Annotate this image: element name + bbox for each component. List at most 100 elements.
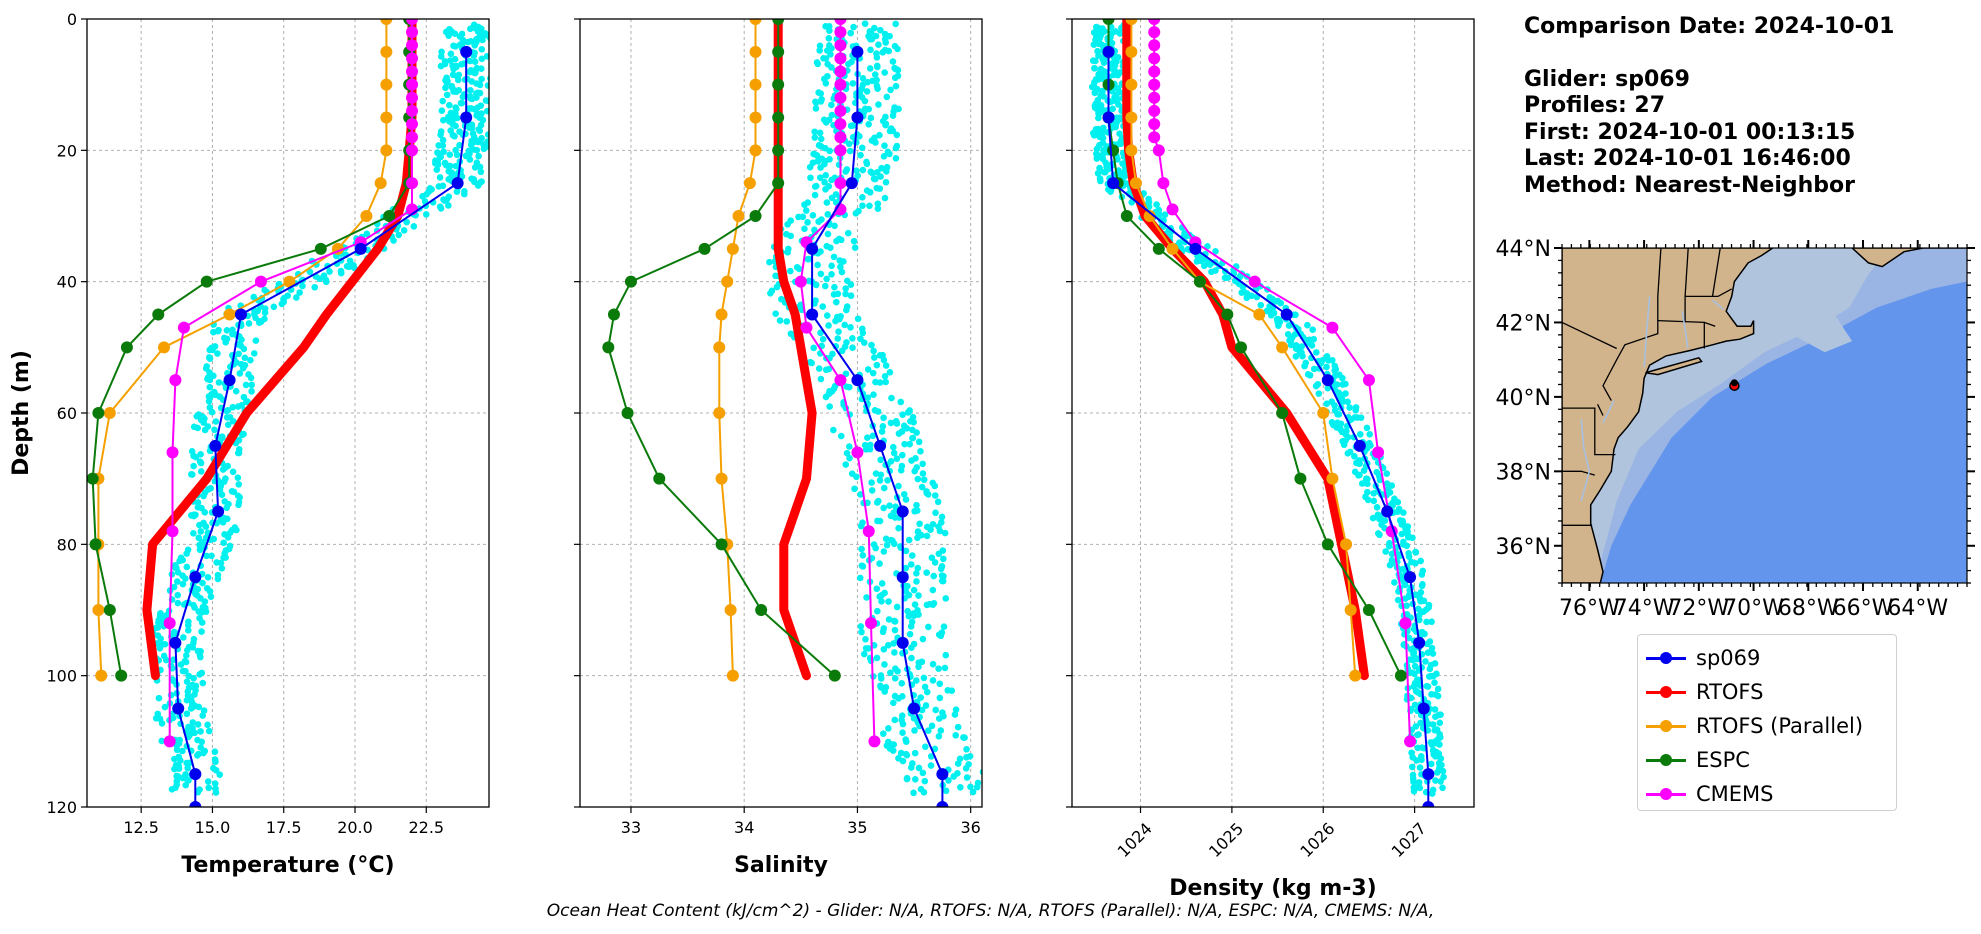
raw-point xyxy=(899,757,907,765)
raw-point xyxy=(945,777,952,784)
raw-point xyxy=(880,356,888,364)
raw-point xyxy=(211,748,219,756)
raw-point xyxy=(822,119,830,126)
raw-point xyxy=(177,661,185,668)
raw-point xyxy=(805,255,813,263)
raw-point xyxy=(906,630,914,638)
legend-item: RTOFS xyxy=(1646,677,1763,707)
raw-point xyxy=(871,24,878,32)
series-point xyxy=(772,177,785,190)
raw-point xyxy=(940,555,947,563)
raw-point xyxy=(179,556,186,564)
raw-point xyxy=(174,578,181,585)
raw-point xyxy=(190,530,197,537)
raw-point xyxy=(937,565,945,573)
raw-point xyxy=(898,679,906,687)
series-rtofs-parallel- xyxy=(713,19,762,682)
raw-point xyxy=(468,95,476,103)
raw-point xyxy=(449,71,457,79)
raw-point xyxy=(193,412,201,420)
raw-point xyxy=(228,487,236,495)
raw-point xyxy=(821,282,829,290)
raw-point xyxy=(881,373,889,380)
raw-point xyxy=(863,160,871,168)
raw-point xyxy=(1354,414,1361,421)
raw-point xyxy=(1090,41,1098,48)
raw-point xyxy=(919,635,927,643)
raw-point xyxy=(1432,713,1439,720)
raw-point xyxy=(799,213,807,221)
series-point xyxy=(772,78,785,91)
raw-point xyxy=(200,749,207,757)
raw-point xyxy=(242,381,250,389)
raw-point xyxy=(212,758,219,766)
raw-point xyxy=(841,321,849,329)
series-point xyxy=(1280,308,1293,321)
raw-point xyxy=(182,652,190,659)
raw-point xyxy=(1428,644,1436,652)
raw-point xyxy=(930,572,938,580)
series-point xyxy=(834,131,847,144)
raw-point xyxy=(838,347,846,355)
raw-point xyxy=(885,47,893,55)
raw-point xyxy=(935,631,943,639)
series-point xyxy=(755,604,768,616)
raw-point xyxy=(811,134,819,141)
raw-point xyxy=(451,132,458,140)
raw-point xyxy=(892,20,899,28)
raw-point xyxy=(433,166,441,173)
raw-point xyxy=(1360,467,1368,474)
raw-point xyxy=(906,440,913,448)
raw-point xyxy=(787,330,795,338)
raw-point xyxy=(197,528,205,535)
raw-point xyxy=(1094,125,1102,133)
raw-point xyxy=(1411,662,1419,670)
raw-point xyxy=(234,449,242,457)
raw-point xyxy=(963,774,971,781)
raw-point xyxy=(921,777,929,785)
series-point xyxy=(189,801,202,807)
series-point xyxy=(103,604,116,616)
raw-point xyxy=(1429,650,1437,657)
series-point xyxy=(874,439,887,452)
raw-point xyxy=(221,464,229,472)
raw-point xyxy=(831,283,838,291)
raw-point xyxy=(882,39,889,46)
series-point xyxy=(621,407,634,419)
raw-point xyxy=(1277,299,1285,307)
raw-point xyxy=(203,552,210,560)
raw-point xyxy=(1414,731,1421,739)
series-point xyxy=(834,39,847,52)
raw-point xyxy=(443,91,451,99)
series-point xyxy=(92,604,105,616)
raw-point xyxy=(439,142,447,149)
raw-point xyxy=(177,757,184,764)
series-point xyxy=(936,801,949,807)
raw-point xyxy=(967,783,974,791)
raw-point xyxy=(880,504,887,512)
raw-point xyxy=(182,658,190,666)
xtick-label: 1024 xyxy=(1114,819,1156,861)
raw-point xyxy=(480,145,488,153)
raw-point xyxy=(871,71,879,78)
raw-point xyxy=(837,263,844,271)
raw-point xyxy=(879,49,887,56)
xtick-label: 1026 xyxy=(1296,819,1338,861)
raw-point xyxy=(891,716,899,724)
series-point xyxy=(1148,131,1161,144)
raw-point xyxy=(1292,311,1299,319)
raw-point xyxy=(206,346,213,354)
raw-point xyxy=(852,210,860,217)
raw-point xyxy=(842,285,849,292)
raw-point xyxy=(156,645,164,652)
raw-point xyxy=(1369,514,1377,522)
raw-point xyxy=(851,485,858,493)
raw-point xyxy=(158,720,166,727)
raw-point xyxy=(847,281,855,289)
raw-point xyxy=(881,142,888,149)
raw-point xyxy=(1339,381,1346,388)
raw-point xyxy=(842,370,850,378)
raw-point xyxy=(1107,23,1115,31)
raw-point xyxy=(1424,720,1432,728)
raw-point xyxy=(1398,530,1406,538)
